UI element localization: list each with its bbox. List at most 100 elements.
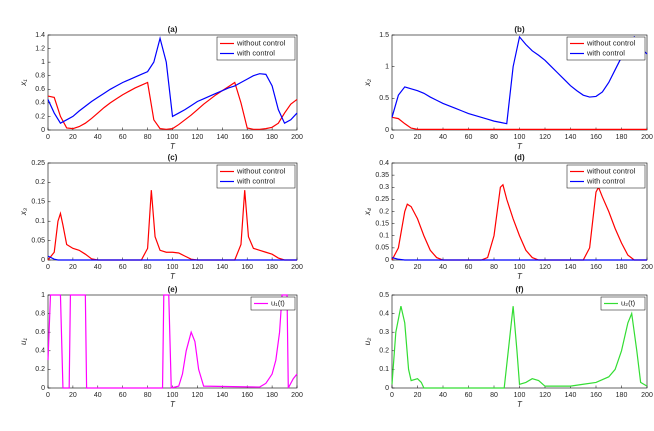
data-line [391,116,647,130]
y-tick-label: 0.25 [375,196,389,203]
y-tick-label: 0.1 [379,366,389,373]
y-tick-label: 1 [385,64,389,71]
data-line [391,256,647,261]
panel-title: (e) [168,285,178,294]
x-tick-label: 100 [514,264,526,271]
y-tick-label: 0 [41,127,45,134]
x-tick-label: 60 [119,392,127,399]
x-tick-label: 120 [192,392,204,399]
x-tick-label: 140 [565,392,577,399]
y-tick-label: 0 [385,257,389,264]
legend-label: without control [586,38,636,47]
x-tick-label: 180 [266,264,278,271]
x-tick-label: 20 [414,264,422,271]
x-tick-label: 0 [390,264,394,271]
legend-box [216,36,296,61]
y-tick-label: 1.5 [379,32,389,39]
legend-box [250,296,296,311]
x-tick-label: 40 [439,264,447,271]
y-tick-label: 0.2 [35,113,45,120]
x-tick-label: 20 [414,134,422,141]
x-tick-label: 140 [216,134,228,141]
data-line [391,183,647,261]
y-tick-label: 0 [41,385,45,392]
x-tick-label: 200 [641,392,653,399]
x-tick-label: 160 [241,264,253,271]
axes-box [47,294,298,389]
y-axis-label: x₁ [19,79,28,87]
x-tick-label: 120 [539,264,551,271]
x-tick-label: 40 [94,134,102,141]
x-tick-label: 180 [616,264,628,271]
x-tick-label: 200 [291,264,303,271]
x-tick-label: 60 [465,264,473,271]
legend-label: with control [236,48,275,57]
legend-label: u₁(t) [271,298,285,307]
x-tick-label: 20 [69,134,77,141]
x-tick-label: 80 [144,134,152,141]
legend-box [566,36,646,61]
y-tick-label: 0.2 [35,179,45,186]
x-tick-label: 0 [46,134,50,141]
legend-label: with control [236,176,275,185]
y-tick-label: 0.25 [31,160,45,167]
x-tick-label: 40 [94,264,102,271]
panel-title: (c) [168,153,178,162]
y-tick-label: 0.5 [379,292,389,299]
x-tick-label: 0 [46,264,50,271]
y-axis-label: u₂ [363,338,372,346]
y-tick-label: 0.05 [31,237,45,244]
y-tick-label: 0.15 [375,220,389,227]
x-axis-label: T [170,400,176,409]
x-tick-label: 180 [266,134,278,141]
y-tick-label: 1.4 [35,32,45,39]
x-tick-label: 60 [465,392,473,399]
y-tick-label: 0.4 [379,310,389,317]
x-tick-label: 160 [241,392,253,399]
x-tick-label: 80 [144,392,152,399]
y-tick-label: 0.3 [379,329,389,336]
x-axis-label: T [170,142,176,151]
x-tick-label: 80 [490,392,498,399]
y-tick-label: 0 [385,127,389,134]
y-axis-label: x₂ [363,79,372,87]
x-tick-label: 0 [390,134,394,141]
y-tick-label: 0.8 [35,310,45,317]
x-tick-label: 160 [590,134,602,141]
x-tick-label: 180 [266,392,278,399]
x-tick-label: 180 [616,134,628,141]
data-line [47,255,297,261]
x-tick-label: 120 [539,134,551,141]
y-tick-label: 1.2 [35,45,45,52]
x-tick-label: 20 [69,392,77,399]
x-tick-label: 100 [167,264,179,271]
y-tick-label: 0.2 [379,208,389,215]
x-tick-label: 20 [69,264,77,271]
x-tick-label: 60 [119,264,127,271]
panel-title: (f) [516,285,524,294]
y-axis-label: u₁ [19,338,28,345]
y-tick-label: 1 [41,59,45,66]
x-tick-label: 0 [46,392,50,399]
y-tick-label: 0.6 [35,329,45,336]
x-tick-label: 160 [590,264,602,271]
legend-label: without control [586,166,636,175]
y-tick-label: 0 [41,257,45,264]
x-axis-label: T [170,272,176,281]
x-tick-label: 100 [167,134,179,141]
y-tick-label: 0.35 [375,172,389,179]
x-tick-label: 80 [490,264,498,271]
data-line [391,35,648,125]
x-tick-label: 200 [641,134,653,141]
y-tick-label: 1 [41,292,45,299]
x-tick-label: 80 [490,134,498,141]
y-tick-label: 0.4 [35,100,45,107]
x-tick-label: 200 [641,264,653,271]
x-tick-label: 20 [414,392,422,399]
y-tick-label: 0.1 [379,233,389,240]
data-line [47,294,298,389]
data-line [391,306,648,389]
x-tick-label: 140 [216,264,228,271]
x-tick-label: 140 [216,392,228,399]
